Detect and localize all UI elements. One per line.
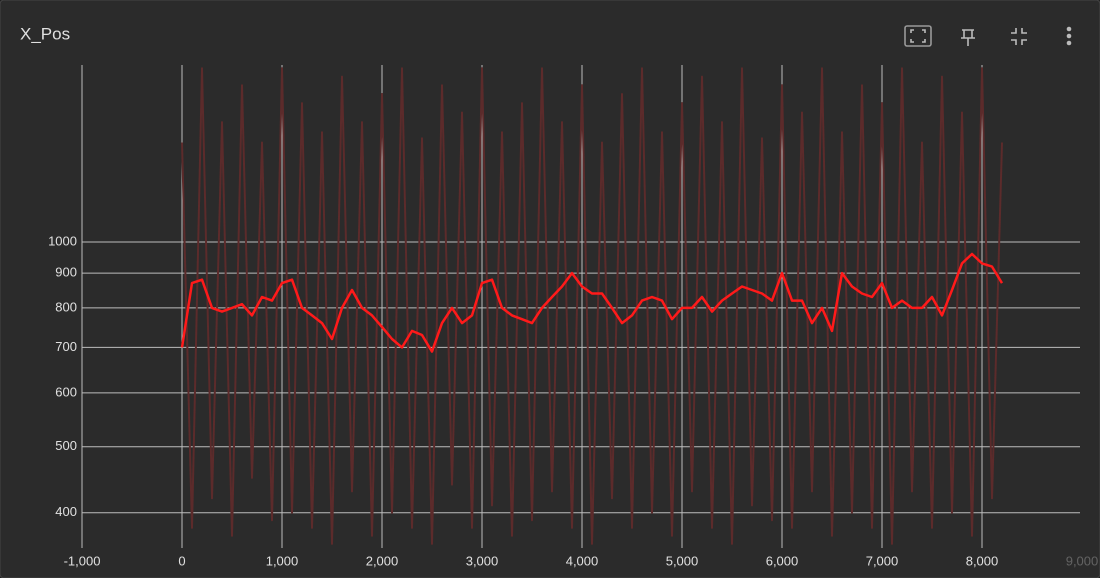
x-tick-label: 7,000 (866, 553, 899, 568)
smoothed-line (180, 252, 1004, 353)
y-tick-label: 600 (55, 384, 77, 399)
y-tick-label: 1000 (48, 233, 77, 248)
y-tick-label: 800 (55, 299, 77, 314)
raw-line (181, 67, 1003, 545)
x-tick-label: 5,000 (666, 553, 699, 568)
y-tick-label: 500 (55, 438, 77, 453)
chart-title: X_Pos (20, 24, 70, 43)
y-tick-label: 700 (55, 339, 77, 354)
x-tick-label: 6,000 (766, 553, 799, 568)
collapse-icon[interactable] (1011, 28, 1027, 45)
x-tick-label: 8,000 (966, 553, 999, 568)
x-tick-label: -1,000 (64, 553, 101, 568)
menu-icon[interactable] (1066, 26, 1072, 46)
x-tick-label: 2,000 (366, 553, 399, 568)
x-tick-label: 1,000 (266, 553, 299, 568)
y-tick-label: 400 (55, 504, 77, 519)
pin-icon[interactable] (961, 29, 975, 46)
y-tick-label: 900 (55, 265, 77, 280)
x-tick-label: 3,000 (466, 553, 499, 568)
x-tick-label: 9,000 (1066, 553, 1099, 568)
fit-icon[interactable] (904, 25, 932, 47)
x-tick-label: 0 (178, 553, 185, 568)
x-tick-label: 4,000 (566, 553, 599, 568)
